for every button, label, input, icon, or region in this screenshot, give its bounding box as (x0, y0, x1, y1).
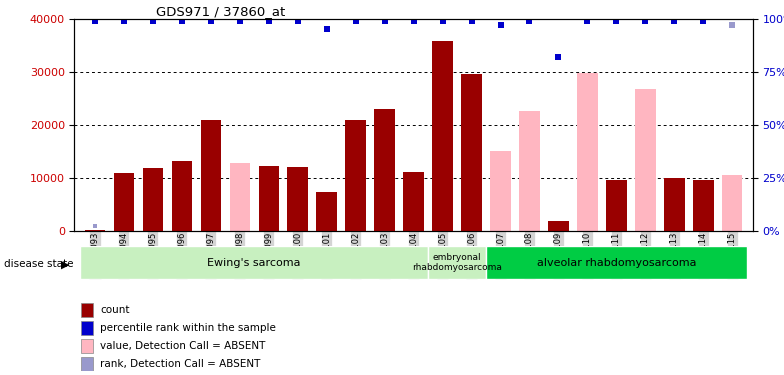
Text: value, Detection Call = ABSENT: value, Detection Call = ABSENT (100, 341, 266, 351)
Bar (433, 41, 452, 231)
Text: percentile rank within the sample: percentile rank within the sample (100, 323, 276, 333)
Bar (230, 164, 250, 231)
Bar (346, 120, 366, 231)
Bar (693, 180, 713, 231)
Bar (143, 168, 163, 231)
Bar (82, 321, 93, 334)
Text: embryonal
rhabdomyosarcoma: embryonal rhabdomyosarcoma (412, 253, 502, 272)
Text: GDS971 / 37860_at: GDS971 / 37860_at (156, 4, 285, 18)
Bar (664, 178, 684, 231)
Bar (404, 172, 423, 231)
Text: alveolar rhabdomyosarcoma: alveolar rhabdomyosarcoma (537, 258, 696, 267)
Text: Ewing's sarcoma: Ewing's sarcoma (208, 258, 301, 267)
Bar (259, 166, 279, 231)
Bar (201, 120, 221, 231)
Bar (461, 74, 481, 231)
Bar (288, 167, 308, 231)
Bar (172, 161, 192, 231)
Bar (490, 151, 510, 231)
Bar (635, 89, 655, 231)
Text: disease state: disease state (4, 260, 74, 269)
Bar (519, 111, 539, 231)
Bar (82, 357, 93, 370)
Text: ▶: ▶ (60, 260, 69, 269)
Bar (85, 230, 105, 231)
Bar (80, 246, 428, 279)
Bar (317, 192, 337, 231)
Bar (722, 175, 742, 231)
Bar (82, 303, 93, 316)
Bar (486, 246, 747, 279)
Bar (114, 173, 134, 231)
Bar (577, 73, 597, 231)
Bar (606, 180, 626, 231)
Text: count: count (100, 305, 129, 315)
Text: rank, Detection Call = ABSENT: rank, Detection Call = ABSENT (100, 359, 260, 369)
Bar (375, 109, 394, 231)
Bar (428, 246, 486, 279)
Bar (548, 221, 568, 231)
Bar (82, 339, 93, 352)
